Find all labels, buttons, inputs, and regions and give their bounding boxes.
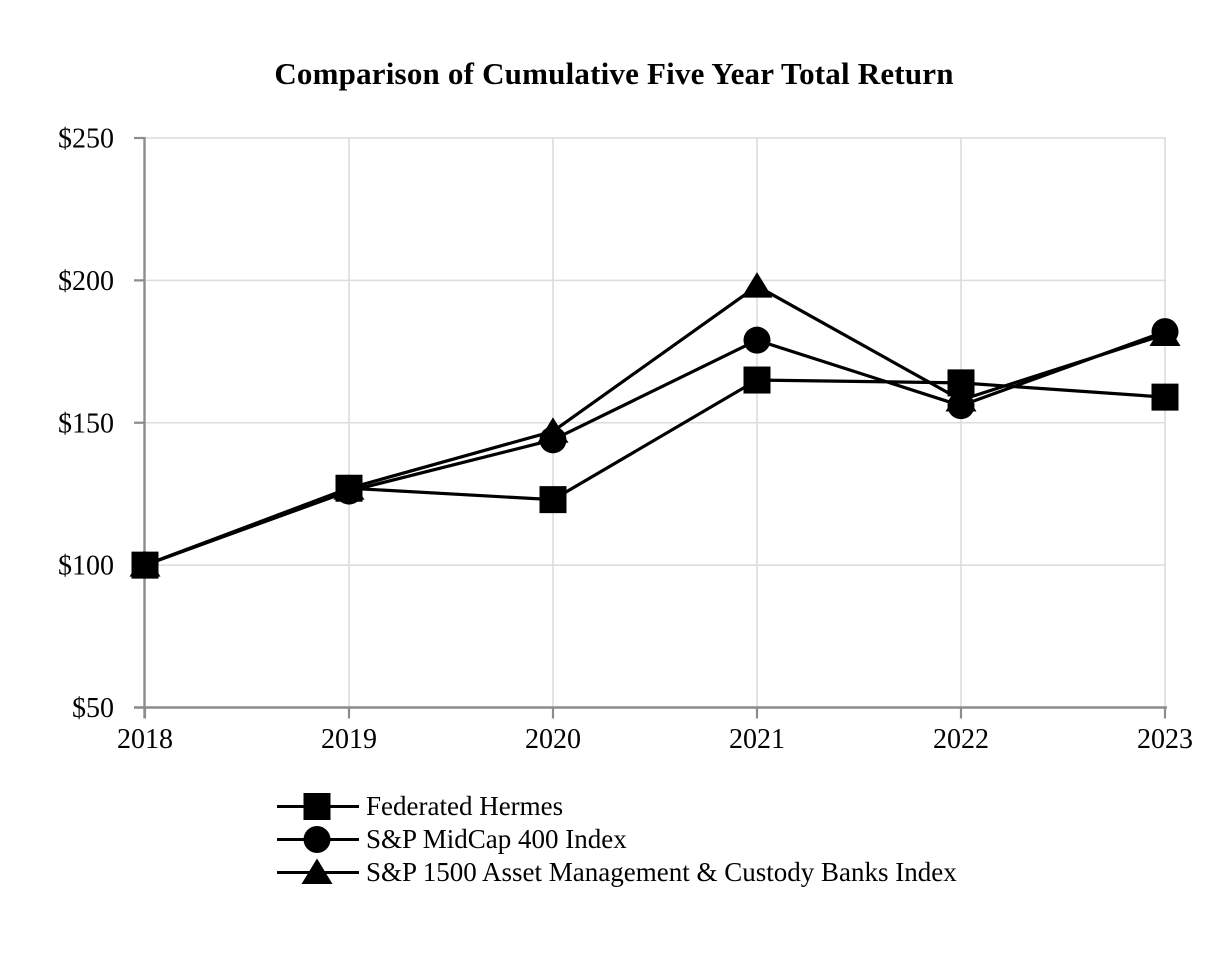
triangle-marker-legend [301,858,333,884]
x-tick-label: 2021 [729,724,785,755]
x-tick-label: 2019 [321,724,377,755]
legend: Federated Hermes S&P MidCap 400 Index S&P … [277,790,957,889]
legend-label: S&P 1500 Asset Management & Custody Bank… [366,857,957,887]
legend-item: S&P 1500 Asset Management & Custody Bank… [277,856,957,889]
series-line [144,330,1166,567]
circle-marker [539,426,567,454]
x-tick-label: 2022 [933,724,989,755]
square-marker [335,474,363,502]
y-tick-label: $150 [58,408,114,439]
square-marker [1151,383,1179,411]
series-square [131,366,1179,579]
legend-item: S&P MidCap 400 Index [277,823,957,856]
square-marker-legend [303,793,331,820]
square-marker [947,369,975,397]
circle-marker [1151,318,1179,346]
series-line [144,284,1166,567]
x-tick-label: 2023 [1137,724,1193,755]
y-tick-label: $50 [72,693,114,724]
circle-marker-legend [303,826,331,853]
x-tick-label: 2018 [117,724,173,755]
square-marker-icon [277,793,359,820]
square-marker [131,551,159,579]
square-marker [539,486,567,514]
series-line [144,378,1166,567]
series-triangle [129,272,1181,577]
circle-marker-icon [277,826,359,853]
triangle-marker [741,272,773,298]
legend-item: Federated Hermes [277,790,957,823]
x-tick-label: 2020 [525,724,581,755]
y-tick-label: $200 [58,266,114,297]
chart-title: Comparison of Cumulative Five Year Total… [274,56,954,91]
y-tick-label: $100 [58,551,114,582]
circle-marker [947,392,975,420]
legend-label: Federated Hermes [366,791,564,821]
legend-label: S&P MidCap 400 Index [366,824,627,854]
circle-marker [743,326,771,354]
y-tick-label: $250 [58,124,114,155]
triangle-marker-icon [277,858,359,884]
square-marker [743,366,771,394]
